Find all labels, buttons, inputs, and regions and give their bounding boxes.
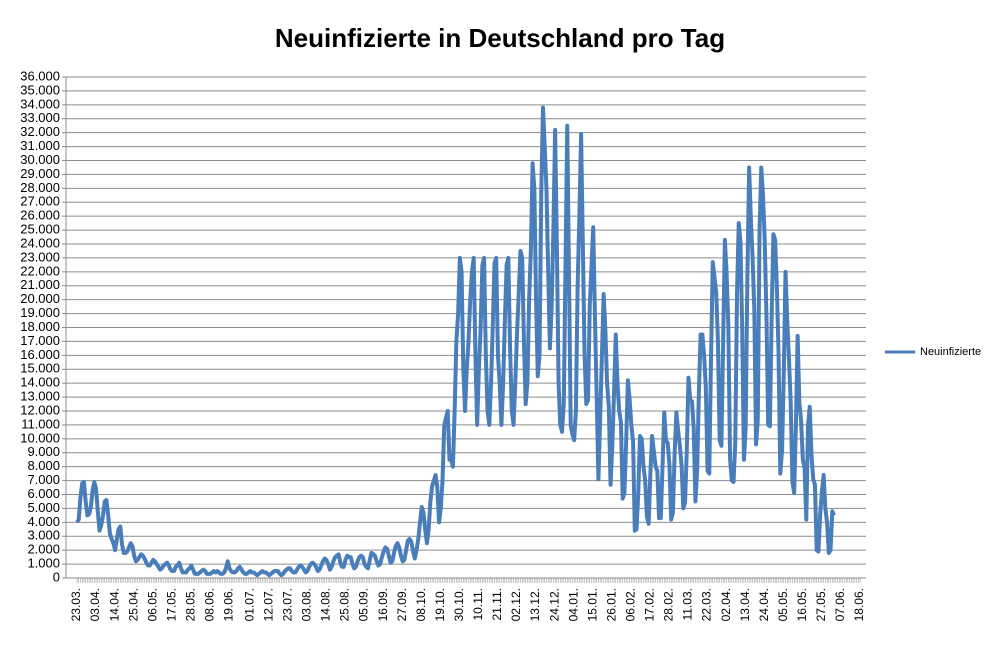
x-tick-label: 17.02. xyxy=(643,588,657,621)
x-tick-label: 22.03. xyxy=(700,588,714,621)
y-tick-label: 11.000 xyxy=(21,416,60,431)
x-tick-label: 04.01. xyxy=(566,588,580,621)
y-tick-label: 14.000 xyxy=(20,375,60,390)
x-tick-label: 19.06. xyxy=(222,588,236,621)
y-tick-label: 9.000 xyxy=(27,444,60,459)
x-tick-label: 18.06. xyxy=(852,588,866,621)
y-tick-label: 22.000 xyxy=(20,263,60,278)
x-tick-label: 16.05. xyxy=(795,588,809,621)
y-tick-label: 30.000 xyxy=(20,152,60,167)
y-tick-label: 4.000 xyxy=(27,514,60,529)
x-tick-label: 24.12. xyxy=(547,588,561,621)
x-tick-label: 03.08. xyxy=(300,588,314,621)
chart-title: Neuinfizierte in Deutschland pro Tag xyxy=(275,23,725,53)
x-tick-label: 23.03. xyxy=(69,588,83,621)
x-tick-label: 25.08. xyxy=(338,588,352,621)
x-tick-label: 12.07. xyxy=(261,588,275,621)
x-tick-label: 08.10. xyxy=(414,588,428,621)
x-tick-label: 01.07. xyxy=(242,588,256,621)
y-tick-label: 6.000 xyxy=(27,486,60,501)
x-tick-label: 28.05. xyxy=(184,588,198,621)
x-tick-label: 26.01. xyxy=(604,588,618,621)
x-tick-label: 27.09. xyxy=(395,588,409,621)
y-tick-label: 26.000 xyxy=(20,208,60,223)
x-tick-label: 27.05. xyxy=(814,588,828,621)
legend-label: Neuinfizierte xyxy=(920,346,981,358)
y-tick-label: 32.000 xyxy=(20,124,60,139)
y-tick-label: 21.000 xyxy=(20,277,60,292)
x-tick-label: 16.09. xyxy=(376,588,390,621)
x-tick-label: 15.01. xyxy=(585,588,599,621)
x-tick-label: 25.04. xyxy=(126,588,140,621)
x-tick-label: 06.05. xyxy=(145,588,159,621)
x-tick-label: 11.03. xyxy=(681,588,695,620)
y-tick-label: 28.000 xyxy=(20,180,60,195)
x-tick-label: 02.12. xyxy=(509,588,523,621)
y-tick-label: 34.000 xyxy=(20,96,60,111)
y-tick-label: 10.000 xyxy=(20,430,60,445)
y-tick-label: 29.000 xyxy=(20,166,60,181)
x-tick-label: 13.04. xyxy=(738,588,752,621)
x-tick-label: 28.02. xyxy=(662,588,676,621)
y-tick-label: 23.000 xyxy=(20,249,60,264)
x-tick-label: 14.08. xyxy=(319,588,333,621)
x-tick-label: 14.04. xyxy=(107,588,121,621)
y-tick-label: 12.000 xyxy=(20,402,60,417)
y-tick-label: 33.000 xyxy=(20,110,60,125)
x-tick-label: 30.10. xyxy=(452,588,466,621)
y-tick-label: 13.000 xyxy=(20,389,60,404)
y-tick-label: 2.000 xyxy=(27,542,60,557)
y-tick-label: 19.000 xyxy=(20,305,60,320)
y-tick-label: 1.000 xyxy=(27,556,60,571)
y-tick-label: 3.000 xyxy=(27,528,60,543)
x-tick-label: 17.05. xyxy=(164,588,178,621)
y-tick-label: 16.000 xyxy=(20,347,60,362)
x-tick-label: 07.06. xyxy=(833,588,847,621)
x-tick-label: 21.11. xyxy=(490,588,504,620)
data-line xyxy=(75,105,836,578)
x-tick-label: 03.04. xyxy=(88,588,102,621)
x-tick-label: 24.04. xyxy=(757,588,771,621)
y-tick-label: 8.000 xyxy=(27,458,60,473)
x-tick-label: 06.02. xyxy=(624,588,638,621)
y-tick-label: 20.000 xyxy=(20,291,60,306)
x-tick-label: 23.07. xyxy=(281,588,295,621)
x-tick-label: 10.11. xyxy=(471,588,485,620)
x-tick-label: 19.10. xyxy=(433,588,447,621)
y-tick-label: 35.000 xyxy=(20,82,60,97)
y-tick-label: 24.000 xyxy=(20,235,60,250)
y-tick-label: 5.000 xyxy=(27,500,60,515)
y-tick-label: 31.000 xyxy=(20,138,60,153)
y-tick-label: 15.000 xyxy=(20,361,60,376)
y-tick-label: 25.000 xyxy=(20,222,60,237)
x-tick-label: 05.09. xyxy=(357,588,371,621)
y-tick-label: 36.000 xyxy=(20,68,60,83)
y-tick-label: 18.000 xyxy=(20,319,60,334)
x-tick-label: 13.12. xyxy=(528,588,542,621)
x-tick-label: 02.04. xyxy=(719,588,733,621)
x-tick-label: 08.06. xyxy=(203,588,217,621)
y-tick-label: 7.000 xyxy=(27,472,60,487)
y-tick-label: 27.000 xyxy=(20,194,60,209)
y-tick-label: 0 xyxy=(53,569,60,584)
x-tick-label: 05.05. xyxy=(776,588,790,621)
y-tick-label: 17.000 xyxy=(20,333,60,348)
